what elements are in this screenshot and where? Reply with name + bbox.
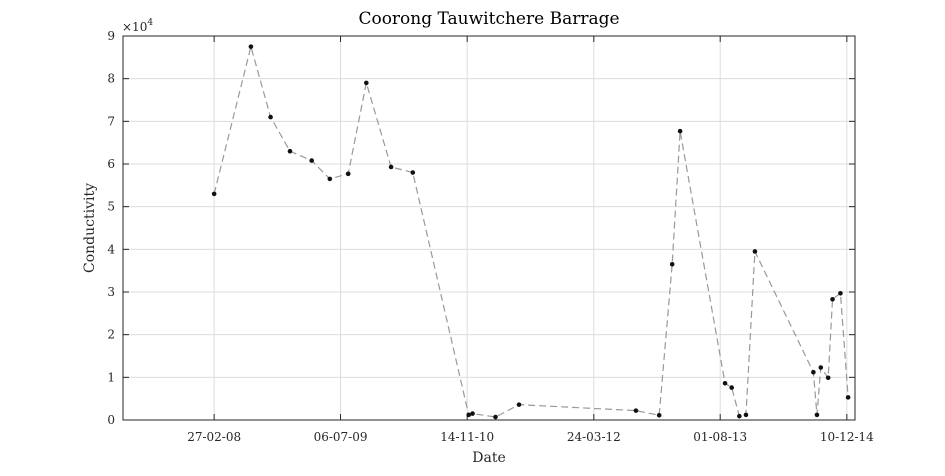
y-tick-label: 6 (107, 157, 115, 171)
y-tick-label: 4 (107, 242, 115, 256)
series-line (213, 44, 849, 418)
y-tick-label: 7 (107, 114, 115, 128)
data-point (830, 296, 835, 302)
y-multiplier-label: ×104 (122, 18, 153, 34)
x-tick-label: 24-03-12 (567, 430, 621, 444)
y-tick-label: 2 (107, 328, 115, 342)
data-point (248, 44, 254, 49)
y-tick-label: 9 (107, 29, 115, 43)
data-point (470, 411, 475, 416)
x-tick-label: 10-12-14 (820, 430, 874, 444)
y-tick-label: 8 (107, 72, 115, 86)
data-point (752, 249, 758, 254)
y-ticks: 0 1 2 3 4 5 6 7 8 9 (107, 29, 855, 427)
data-point (722, 381, 728, 386)
data-point (211, 191, 217, 197)
grid (123, 36, 855, 420)
x-tick-label: 27-02-08 (187, 430, 241, 444)
data-point (729, 385, 734, 390)
data-point (309, 158, 314, 163)
y-multiplier-exponent: 4 (147, 18, 153, 28)
data-point (516, 402, 522, 407)
data-point (656, 413, 662, 418)
data-point (364, 80, 369, 86)
data-point (633, 408, 639, 413)
data-point (814, 412, 820, 418)
y-tick-label: 1 (107, 370, 115, 384)
x-tick-label: 14-11-10 (440, 430, 494, 444)
plot-frame (122, 35, 856, 421)
x-tick-label: 01-08-13 (693, 430, 747, 444)
data-point (410, 170, 416, 175)
data-point (493, 414, 498, 420)
y-axis-label: Conductivity (82, 183, 98, 273)
data-point (669, 261, 675, 267)
data-point (287, 148, 293, 154)
data-point (811, 369, 816, 375)
data-point (327, 176, 333, 182)
x-ticks: 27-02-08 06-07-09 14-11-10 24-03-12 01-08-13… (187, 36, 874, 444)
data-point (838, 290, 843, 296)
y-tick-label: 3 (107, 285, 115, 299)
data-point (825, 375, 831, 381)
chart-title: Coorong Tauwitchere Barrage (358, 9, 619, 29)
data-point (818, 365, 824, 370)
data-point (345, 171, 351, 177)
y-tick-label: 5 (107, 200, 115, 214)
data-point (737, 413, 742, 419)
data-point (268, 114, 273, 120)
data-point (466, 412, 472, 418)
y-tick-label: 0 (107, 413, 115, 427)
data-point (677, 128, 683, 134)
series (211, 44, 851, 420)
data-point (845, 395, 851, 400)
data-point (743, 412, 749, 418)
x-axis-label: Date (472, 450, 505, 466)
axes (122, 35, 856, 421)
data-point (388, 164, 394, 170)
x-tick-label: 06-07-09 (314, 430, 368, 444)
